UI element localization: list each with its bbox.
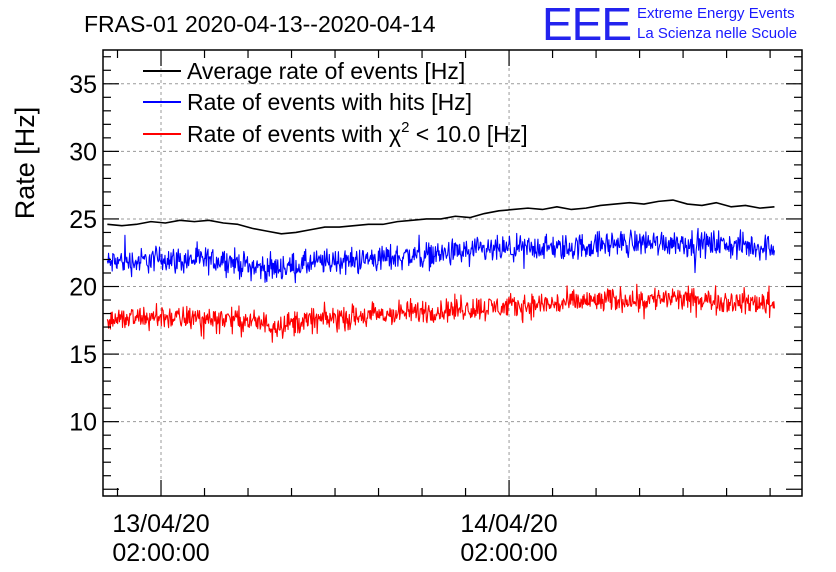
y-tick-label-20: 20: [69, 274, 97, 302]
x-tick-date-1: 14/04/20: [460, 510, 557, 538]
series-line-0: [107, 199, 775, 235]
x-tick-time-0: 02:00:00: [112, 539, 209, 567]
logo-line-1: Extreme Energy Events: [637, 5, 795, 22]
legend-chi2-suffix: < 10.0 [Hz]: [409, 121, 527, 147]
legend-label-average: Average rate of events [Hz]: [187, 58, 465, 84]
series-line-2: [106, 283, 775, 343]
series-line-1: [106, 227, 775, 284]
chart-title: FRAS-01 2020-04-13--2020-04-14: [84, 11, 436, 37]
legend-label-hits: Rate of events with hits [Hz]: [187, 89, 472, 115]
x-tick-date-0: 13/04/20: [112, 510, 209, 538]
eee-logo: EEE Extreme Energy Events La Scienza nel…: [542, 0, 797, 50]
y-tick-label-30: 30: [69, 138, 97, 166]
y-tick-label-25: 25: [69, 206, 97, 234]
plot-frame: [102, 49, 803, 497]
legend: Average rate of events [Hz] Rate of even…: [143, 58, 528, 147]
y-tick-label-15: 15: [69, 341, 97, 369]
grid-lines: [103, 50, 802, 496]
series-layer: [106, 199, 775, 343]
x-tick-time-1: 02:00:00: [460, 539, 557, 567]
y-tick-label-35: 35: [69, 71, 97, 99]
y-axis-label: Rate [Hz]: [10, 107, 40, 220]
legend-chi2-sup: 2: [401, 119, 409, 136]
legend-chi2-symbol: χ: [389, 121, 401, 147]
legend-label-chi2: Rate of events with χ2 < 10.0 [Hz]: [187, 119, 528, 147]
eee-logo-mark: EEE: [542, 0, 631, 50]
legend-chi2-prefix: Rate of events with: [187, 121, 389, 147]
y-tick-label-10: 10: [69, 409, 97, 437]
logo-line-2: La Scienza nelle Scuole: [637, 25, 797, 42]
plot-border: [102, 49, 803, 497]
y-tick-labels: 10 15 20 25 30 35: [69, 71, 97, 437]
